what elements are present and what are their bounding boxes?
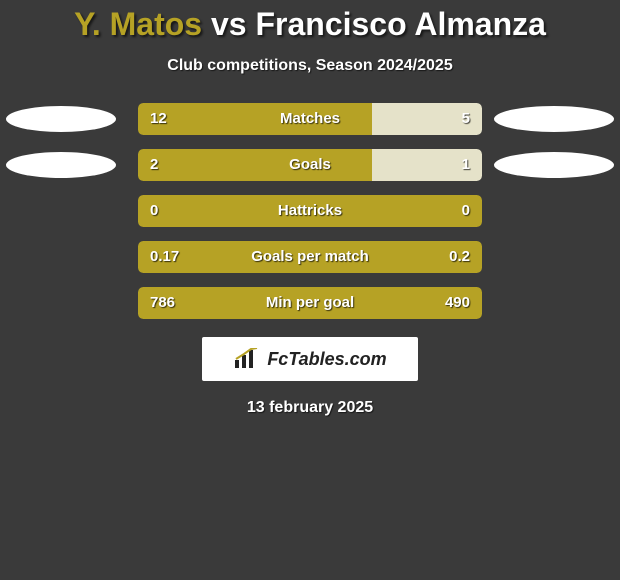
player2-bar-segment bbox=[372, 149, 482, 181]
player2-ellipse bbox=[494, 152, 614, 178]
stat-row: Hattricks00 bbox=[0, 195, 620, 227]
stat-row: Goals21 bbox=[0, 149, 620, 181]
player2-name: Francisco Almanza bbox=[255, 6, 545, 42]
logo-text: FcTables.com bbox=[267, 349, 386, 370]
player1-ellipse bbox=[6, 152, 116, 178]
player1-bar-segment bbox=[138, 149, 372, 181]
logo-box: FcTables.com bbox=[202, 337, 418, 381]
stat-bar bbox=[138, 241, 482, 273]
player1-bar-segment bbox=[138, 195, 482, 227]
subtitle: Club competitions, Season 2024/2025 bbox=[0, 57, 620, 75]
stat-bar bbox=[138, 287, 482, 319]
stat-row: Min per goal786490 bbox=[0, 287, 620, 319]
player1-ellipse bbox=[6, 106, 116, 132]
player1-bar-segment bbox=[138, 241, 482, 273]
stat-row: Goals per match0.170.2 bbox=[0, 241, 620, 273]
stat-bar bbox=[138, 149, 482, 181]
page-title: Y. Matos vs Francisco Almanza bbox=[0, 0, 620, 43]
stat-row: Matches125 bbox=[0, 103, 620, 135]
date-text: 13 february 2025 bbox=[0, 399, 620, 417]
player2-bar-segment bbox=[372, 103, 482, 135]
bars-icon bbox=[233, 348, 261, 370]
stat-rows: Matches125 Goals21 Hattricks00 Goals per ma… bbox=[0, 103, 620, 319]
vs-text: vs bbox=[202, 6, 255, 42]
player1-name: Y. Matos bbox=[74, 6, 202, 42]
stat-bar bbox=[138, 195, 482, 227]
player1-bar-segment bbox=[138, 287, 482, 319]
player2-ellipse bbox=[494, 106, 614, 132]
player1-bar-segment bbox=[138, 103, 372, 135]
stat-bar bbox=[138, 103, 482, 135]
